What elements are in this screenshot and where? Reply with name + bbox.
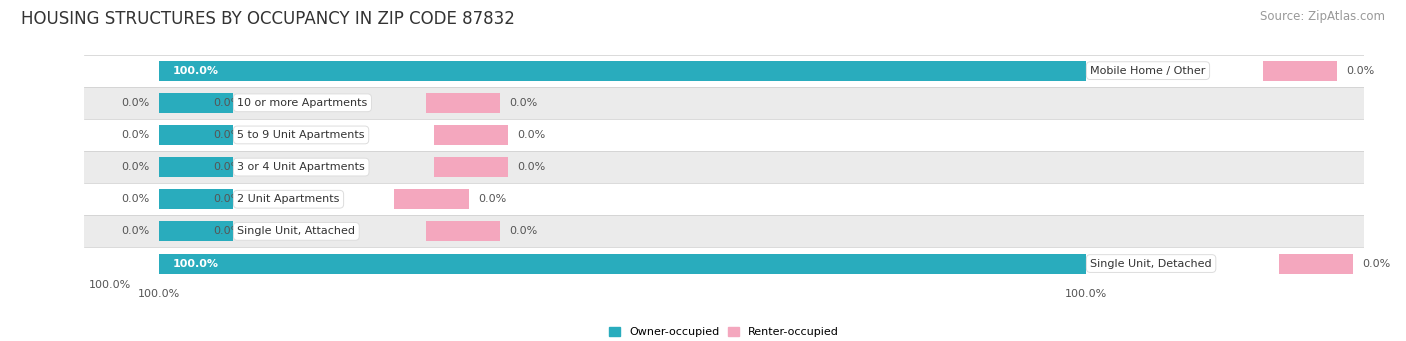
Text: 0.0%: 0.0% — [517, 130, 546, 140]
Bar — [426, 221, 501, 241]
Text: 0.0%: 0.0% — [214, 98, 242, 108]
Text: 0.0%: 0.0% — [121, 226, 149, 236]
Text: 0.0%: 0.0% — [121, 194, 149, 204]
Text: 0.0%: 0.0% — [214, 226, 242, 236]
Text: Single Unit, Attached: Single Unit, Attached — [238, 226, 356, 236]
Text: Source: ZipAtlas.com: Source: ZipAtlas.com — [1260, 10, 1385, 23]
Text: 0.0%: 0.0% — [478, 194, 506, 204]
Text: 10 or more Apartments: 10 or more Apartments — [238, 98, 367, 108]
Text: 0.0%: 0.0% — [517, 162, 546, 172]
Text: 0.0%: 0.0% — [214, 130, 242, 140]
Text: Mobile Home / Other: Mobile Home / Other — [1090, 65, 1206, 76]
Bar — [84, 151, 1364, 183]
Text: HOUSING STRUCTURES BY OCCUPANCY IN ZIP CODE 87832: HOUSING STRUCTURES BY OCCUPANCY IN ZIP C… — [21, 10, 515, 28]
Bar — [159, 189, 233, 209]
Bar — [84, 248, 1364, 280]
Text: 0.0%: 0.0% — [1362, 258, 1391, 269]
Bar — [159, 221, 233, 241]
Text: 100.0%: 100.0% — [89, 280, 131, 290]
Text: 0.0%: 0.0% — [509, 226, 537, 236]
Bar — [159, 61, 1085, 80]
Text: 3 or 4 Unit Apartments: 3 or 4 Unit Apartments — [238, 162, 366, 172]
Text: 2 Unit Apartments: 2 Unit Apartments — [238, 194, 340, 204]
Bar — [159, 157, 233, 177]
Bar — [84, 119, 1364, 151]
Bar — [434, 125, 508, 145]
Text: Single Unit, Detached: Single Unit, Detached — [1090, 258, 1212, 269]
Bar — [434, 157, 508, 177]
Legend: Owner-occupied, Renter-occupied: Owner-occupied, Renter-occupied — [609, 327, 839, 337]
Bar — [84, 87, 1364, 119]
Text: 0.0%: 0.0% — [121, 130, 149, 140]
Text: 100.0%: 100.0% — [173, 65, 218, 76]
Bar — [84, 55, 1364, 87]
Bar — [84, 183, 1364, 215]
Bar — [84, 215, 1364, 248]
Bar — [1279, 254, 1353, 273]
Text: 5 to 9 Unit Apartments: 5 to 9 Unit Apartments — [238, 130, 364, 140]
Bar — [159, 93, 233, 113]
Bar — [159, 254, 1085, 273]
Bar — [426, 93, 501, 113]
Text: 0.0%: 0.0% — [509, 98, 537, 108]
Text: 0.0%: 0.0% — [121, 162, 149, 172]
Bar — [1263, 61, 1337, 80]
Text: 0.0%: 0.0% — [214, 194, 242, 204]
Bar — [159, 125, 233, 145]
Bar — [395, 189, 468, 209]
Text: 0.0%: 0.0% — [121, 98, 149, 108]
Text: 0.0%: 0.0% — [214, 162, 242, 172]
Text: 100.0%: 100.0% — [173, 258, 218, 269]
Text: 0.0%: 0.0% — [1347, 65, 1375, 76]
